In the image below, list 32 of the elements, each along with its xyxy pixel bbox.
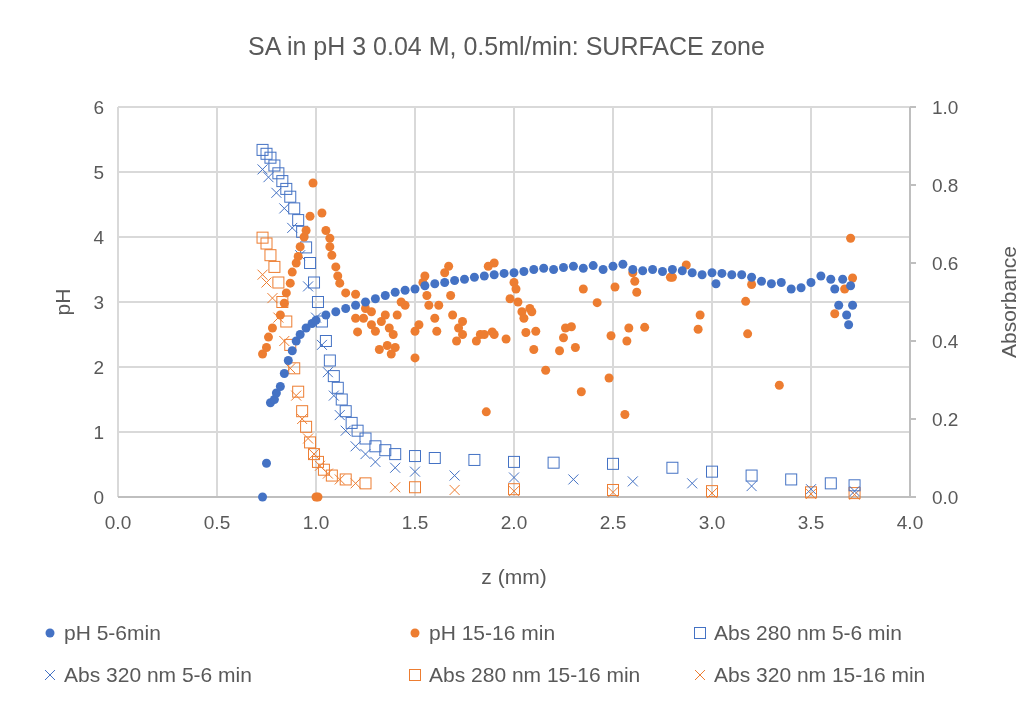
x-tick-label: 1.0 xyxy=(302,512,330,533)
legend-label: Abs 320 nm 5-6 min xyxy=(64,663,252,686)
y-axis-title: pH xyxy=(51,288,74,316)
x-tick-label: 4.0 xyxy=(896,512,924,533)
x-tick-label: 1.5 xyxy=(401,512,429,533)
x-tick-label: 3.5 xyxy=(797,512,825,533)
y-tick-label: 5 xyxy=(93,162,104,183)
y2-tick-label: 0.8 xyxy=(932,175,959,196)
y2-tick-label: 0.6 xyxy=(932,253,959,274)
legend-label: Abs 280 nm 15-16 min xyxy=(429,663,641,686)
x-tick-label: 2.0 xyxy=(500,512,528,533)
legend-label: Abs 320 nm 15-16 min xyxy=(714,663,926,686)
x-tick-label: 0.5 xyxy=(203,512,231,533)
y-tick-label: 2 xyxy=(93,357,104,378)
y-tick-label: 1 xyxy=(93,422,104,443)
y-tick-label: 4 xyxy=(93,227,105,248)
y2-tick-label: 0.0 xyxy=(932,487,959,508)
x-axis-title: z (mm) xyxy=(481,565,547,588)
x-tick-label: 0.0 xyxy=(104,512,132,533)
chart-title: SA in pH 3 0.04 M, 0.5ml/min: SURFACE zone xyxy=(248,32,765,60)
legend-label: Abs 280 nm 5-6 min xyxy=(714,621,902,644)
y-tick-label: 6 xyxy=(93,97,104,118)
y2-axis-title: Absorbance xyxy=(997,245,1020,359)
y-tick-label: 0 xyxy=(93,487,104,508)
legend-label: pH 5-6min xyxy=(64,621,161,644)
legend-label: pH 15-16 min xyxy=(429,621,556,644)
y2-tick-label: 0.2 xyxy=(932,409,959,430)
x-tick-label: 2.5 xyxy=(599,512,627,533)
y2-tick-label: 1.0 xyxy=(932,97,959,118)
y-tick-label: 3 xyxy=(93,292,104,313)
y2-tick-label: 0.4 xyxy=(932,331,959,352)
x-tick-label: 3.0 xyxy=(698,512,726,533)
